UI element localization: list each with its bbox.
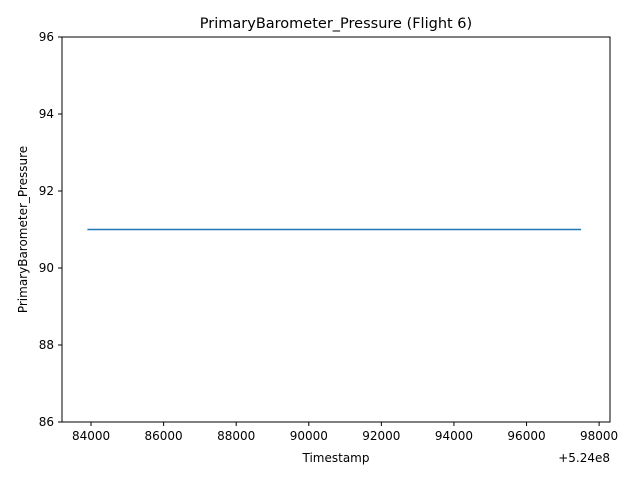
x-tick-label: 92000 (362, 429, 400, 443)
y-tick-label: 86 (39, 415, 54, 429)
x-tick-label: 94000 (435, 429, 473, 443)
y-tick-label: 88 (39, 338, 54, 352)
y-axis-ticks: 86 88 90 92 94 96 (39, 30, 62, 429)
chart-title: PrimaryBarometer_Pressure (Flight 6) (200, 16, 472, 32)
x-axis-label: Timestamp (302, 451, 370, 465)
x-axis-ticks: 84000 86000 88000 90000 92000 94000 96000 98000 (72, 422, 618, 443)
y-axis-label: PrimaryBarometer_Pressure (16, 146, 30, 313)
x-axis-offset-label: +5.24e8 (558, 451, 610, 465)
x-tick-label: 88000 (217, 429, 255, 443)
plot-frame (61, 36, 611, 423)
x-tick-label: 86000 (145, 429, 183, 443)
y-tick-label: 96 (39, 30, 54, 44)
x-tick-label: 84000 (72, 429, 110, 443)
y-tick-label: 94 (39, 107, 54, 121)
x-tick-label: 98000 (580, 429, 618, 443)
x-tick-label: 96000 (507, 429, 545, 443)
y-tick-label: 92 (39, 184, 54, 198)
x-tick-label: 90000 (290, 429, 328, 443)
y-tick-label: 90 (39, 261, 54, 275)
